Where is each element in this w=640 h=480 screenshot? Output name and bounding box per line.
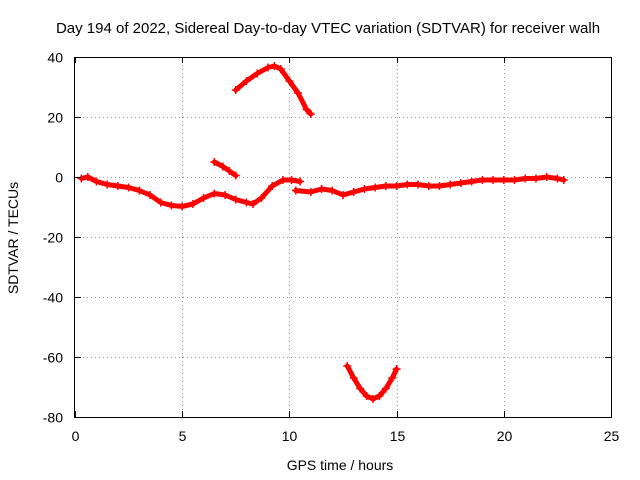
y-tick-label: 20 bbox=[47, 110, 63, 126]
satellite-track-arc-low-line bbox=[344, 363, 400, 402]
data-point bbox=[375, 392, 384, 400]
data-point bbox=[293, 89, 302, 97]
data-point bbox=[146, 191, 155, 199]
y-tick-label: -80 bbox=[43, 410, 63, 426]
data-point bbox=[103, 180, 112, 189]
data-point bbox=[343, 362, 352, 370]
data-point bbox=[77, 174, 86, 183]
data-point bbox=[559, 176, 568, 184]
y-tick-label: -40 bbox=[43, 290, 63, 306]
data-point bbox=[531, 174, 540, 183]
data-series bbox=[77, 62, 568, 403]
data-point bbox=[446, 180, 455, 189]
data-point bbox=[199, 194, 208, 202]
data-point bbox=[285, 77, 294, 85]
data-point bbox=[296, 177, 305, 186]
data-point bbox=[257, 194, 266, 202]
data-point bbox=[381, 384, 390, 393]
chart-title: Day 194 of 2022, Sidereal Day-to-day VTE… bbox=[56, 20, 600, 37]
x-axis-label: GPS time / hours bbox=[287, 457, 394, 473]
data-point bbox=[306, 188, 315, 196]
data-point bbox=[489, 176, 498, 184]
data-point bbox=[124, 183, 133, 192]
data-point bbox=[218, 162, 227, 171]
data-point bbox=[231, 195, 240, 204]
data-point bbox=[276, 65, 285, 73]
data-point bbox=[349, 374, 358, 382]
plot-frame bbox=[74, 57, 612, 418]
y-tick-label: -60 bbox=[43, 350, 63, 366]
data-point bbox=[92, 177, 101, 186]
data-point bbox=[499, 176, 508, 184]
x-tick-label: 10 bbox=[282, 428, 298, 444]
data-point bbox=[225, 167, 234, 175]
data-point bbox=[306, 110, 315, 118]
data-point bbox=[362, 392, 371, 400]
data-point bbox=[360, 185, 369, 193]
data-point bbox=[356, 384, 365, 393]
data-point bbox=[248, 200, 257, 208]
y-tick-label: -20 bbox=[43, 230, 63, 246]
axis-ticks bbox=[75, 57, 612, 418]
satellite-track-main-line bbox=[78, 174, 303, 209]
data-point bbox=[521, 174, 530, 183]
satellite-track-arc-high-line bbox=[233, 63, 314, 117]
data-point bbox=[339, 191, 347, 199]
data-point bbox=[210, 189, 219, 198]
x-tick-labels: 0 5 10 15 20 25 bbox=[72, 428, 620, 444]
grid bbox=[75, 57, 611, 417]
x-tick-label: 15 bbox=[390, 428, 406, 444]
data-point bbox=[210, 158, 219, 166]
data-point bbox=[278, 176, 287, 184]
y-tick-label: 40 bbox=[47, 50, 63, 66]
data-point bbox=[510, 176, 519, 184]
data-point bbox=[221, 191, 230, 199]
data-point bbox=[424, 182, 433, 190]
data-point bbox=[349, 188, 358, 196]
data-point bbox=[392, 182, 401, 190]
data-point bbox=[270, 62, 279, 70]
data-point bbox=[83, 173, 92, 181]
data-point bbox=[467, 177, 476, 186]
data-point bbox=[456, 179, 465, 187]
satellite-track-short-line bbox=[211, 159, 239, 178]
x-tick-label: 25 bbox=[604, 428, 620, 444]
data-point bbox=[317, 185, 326, 193]
data-point bbox=[381, 182, 390, 190]
data-point bbox=[478, 176, 487, 184]
data-point bbox=[167, 201, 176, 210]
y-tick-labels: -80 -60 -40 -20 0 20 40 bbox=[43, 50, 63, 426]
data-point bbox=[328, 186, 337, 195]
x-tick-label: 0 bbox=[72, 428, 80, 444]
data-point bbox=[242, 198, 251, 207]
data-point bbox=[253, 69, 262, 78]
x-tick-label: 20 bbox=[497, 428, 513, 444]
data-point bbox=[287, 176, 296, 184]
data-point bbox=[135, 186, 144, 195]
data-point bbox=[268, 182, 277, 190]
data-point bbox=[388, 374, 397, 382]
data-point bbox=[242, 77, 251, 85]
data-point bbox=[392, 365, 401, 373]
data-point bbox=[369, 395, 378, 403]
data-point bbox=[178, 202, 187, 211]
data-point bbox=[291, 186, 300, 195]
data-point bbox=[553, 174, 562, 183]
data-point bbox=[414, 180, 423, 189]
data-point bbox=[302, 105, 311, 114]
data-point bbox=[231, 86, 240, 94]
data-point bbox=[231, 171, 240, 180]
data-point bbox=[435, 182, 444, 190]
data-point bbox=[113, 182, 122, 190]
data-point bbox=[263, 63, 272, 72]
data-point bbox=[542, 173, 551, 181]
y-tick-label: 0 bbox=[55, 170, 63, 186]
data-point bbox=[156, 198, 165, 207]
data-point bbox=[188, 200, 197, 208]
x-tick-label: 5 bbox=[179, 428, 187, 444]
data-point bbox=[403, 180, 412, 189]
y-axis-label: SDTVAR / TECUs bbox=[5, 182, 21, 294]
data-point bbox=[371, 183, 380, 192]
